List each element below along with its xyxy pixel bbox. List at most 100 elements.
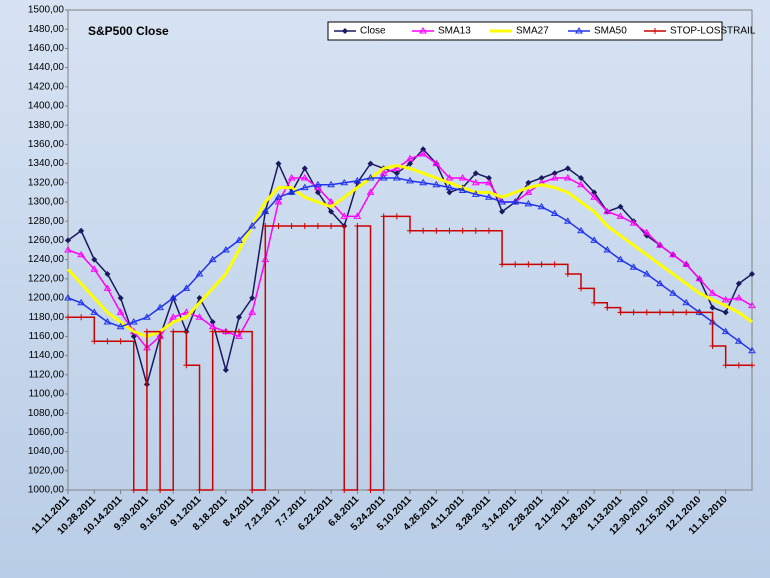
chart-title: S&P500 Close (88, 24, 169, 38)
marker (143, 313, 151, 320)
marker (195, 270, 204, 277)
series-line (67, 177, 753, 352)
marker (367, 487, 374, 493)
marker (287, 174, 296, 181)
marker (235, 332, 243, 339)
marker (603, 246, 612, 253)
marker (472, 227, 479, 234)
marker (209, 319, 216, 325)
marker (209, 328, 216, 335)
marker (300, 183, 309, 191)
marker (656, 279, 664, 287)
marker (458, 186, 467, 193)
marker (117, 338, 124, 345)
marker (195, 313, 204, 320)
marker (406, 154, 414, 162)
marker (328, 208, 335, 215)
marker (129, 318, 138, 325)
marker (314, 180, 322, 188)
marker (575, 27, 583, 34)
marker (274, 193, 283, 200)
marker (682, 298, 691, 306)
marker (157, 487, 164, 493)
marker (722, 362, 729, 369)
marker (91, 256, 98, 263)
marker (353, 176, 362, 184)
marker (525, 261, 532, 268)
marker (550, 174, 559, 181)
marker (748, 301, 756, 309)
marker (616, 255, 625, 263)
y-tick-label: 1140,00 (29, 350, 65, 361)
marker (249, 295, 256, 301)
marker (709, 304, 716, 311)
marker (563, 217, 572, 224)
marker (301, 223, 308, 229)
marker (222, 328, 229, 335)
marker (342, 28, 348, 34)
marker (183, 362, 190, 369)
legend-label: Close (360, 26, 386, 37)
marker (275, 160, 282, 167)
marker (90, 308, 99, 315)
y-tick-label: 1280,00 (28, 216, 65, 227)
marker (90, 265, 99, 272)
marker (221, 246, 230, 253)
marker (261, 207, 270, 215)
marker (472, 170, 479, 177)
y-tick-label: 1380,00 (28, 120, 65, 131)
y-tick-label: 1100,00 (29, 389, 65, 400)
marker (459, 227, 466, 234)
y-tick-label: 1160,00 (29, 331, 65, 342)
marker (380, 213, 387, 220)
y-tick-label: 1400,00 (28, 101, 65, 112)
y-tick-label: 1200,00 (28, 293, 65, 304)
marker (235, 236, 243, 243)
marker (419, 150, 428, 157)
y-tick-label: 1000,00 (28, 485, 65, 496)
marker (392, 174, 401, 181)
marker (590, 236, 599, 243)
marker (485, 175, 492, 181)
marker (551, 170, 558, 177)
marker (485, 178, 493, 186)
marker (749, 271, 755, 277)
marker (629, 263, 638, 270)
y-tick-label: 1020,00 (28, 465, 65, 476)
y-tick-label: 1500,00 (28, 5, 65, 16)
marker (603, 207, 612, 215)
marker (78, 227, 85, 234)
marker (314, 189, 321, 196)
marker (445, 183, 454, 191)
marker (551, 261, 558, 268)
y-tick-label: 1440,00 (28, 62, 65, 73)
marker (591, 299, 598, 306)
marker (341, 487, 348, 493)
marker (564, 165, 571, 172)
series-line (67, 153, 753, 349)
marker (236, 314, 242, 321)
marker (432, 159, 441, 167)
marker (643, 309, 650, 316)
y-tick-label: 1060,00 (28, 427, 65, 438)
marker (314, 223, 321, 229)
marker (366, 188, 375, 195)
y-tick-label: 1340,00 (28, 158, 65, 169)
y-tick-label: 1260,00 (28, 235, 65, 246)
marker (652, 28, 658, 34)
marker (433, 227, 440, 234)
marker (471, 178, 480, 186)
marker (669, 289, 677, 296)
marker (709, 343, 716, 349)
marker (499, 208, 506, 215)
marker (340, 178, 349, 186)
marker (64, 294, 72, 301)
marker (748, 346, 756, 354)
y-tick-label: 1460,00 (28, 43, 65, 54)
marker (116, 308, 125, 315)
marker (130, 333, 137, 340)
marker (471, 190, 480, 197)
marker (236, 328, 242, 335)
marker (670, 309, 677, 316)
